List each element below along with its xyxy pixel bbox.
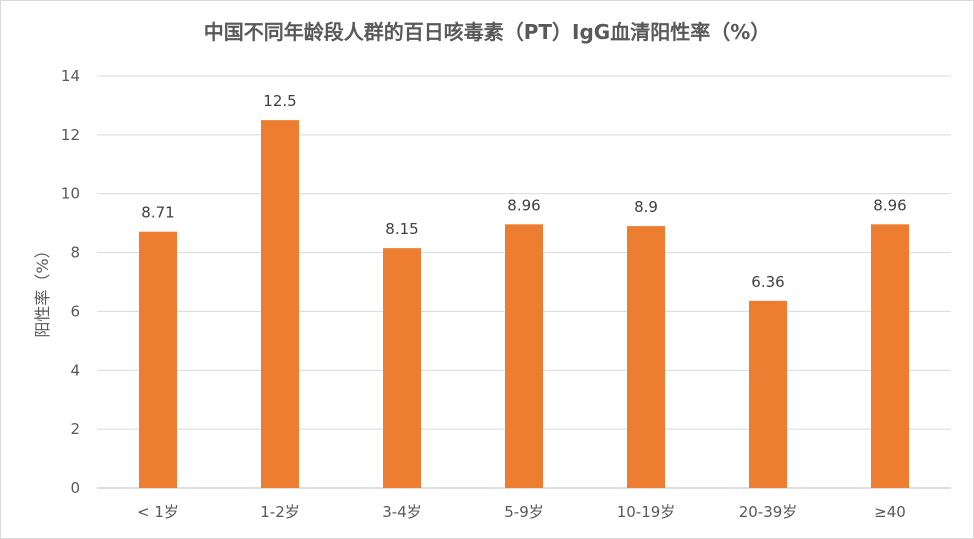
x-tick-label: 5-9岁 bbox=[504, 503, 544, 521]
bar bbox=[383, 248, 421, 488]
bar bbox=[261, 120, 299, 489]
data-label: 8.9 bbox=[634, 198, 658, 216]
chart-title: 中国不同年龄段人群的百日咳毒素（PT）IgG血清阳性率（%） bbox=[203, 20, 771, 44]
x-tick-label: 1-2岁 bbox=[260, 503, 300, 521]
bar bbox=[505, 224, 543, 488]
x-tick-labels: < 1岁 1-2岁 3-4岁 5-9岁 10-19岁 20-39岁 ≥40 bbox=[137, 503, 906, 521]
y-tick-label: 4 bbox=[70, 361, 80, 379]
y-tick-label: 0 bbox=[70, 479, 80, 497]
bar bbox=[627, 226, 665, 489]
bar bbox=[139, 231, 177, 489]
x-tick-label: ≥40 bbox=[874, 503, 906, 521]
y-tick-labels: 0 2 4 6 8 10 12 14 bbox=[61, 67, 80, 497]
x-tick-label: 3-4岁 bbox=[382, 503, 422, 521]
data-label: 8.96 bbox=[873, 196, 906, 214]
y-tick-label: 12 bbox=[61, 126, 80, 144]
bar bbox=[871, 224, 909, 488]
y-tick-label: 10 bbox=[61, 185, 80, 203]
data-label: 8.15 bbox=[385, 220, 418, 238]
x-tick-label: 20-39岁 bbox=[739, 503, 798, 521]
data-label: 12.5 bbox=[263, 92, 296, 110]
y-tick-label: 14 bbox=[61, 67, 80, 85]
bars bbox=[139, 120, 909, 489]
data-label: 8.71 bbox=[141, 204, 174, 222]
x-tick-label: 10-19岁 bbox=[617, 503, 676, 521]
y-tick-label: 6 bbox=[70, 302, 80, 320]
data-label: 8.96 bbox=[507, 196, 540, 214]
y-tick-label: 8 bbox=[70, 244, 80, 262]
data-labels: 8.71 12.5 8.15 8.96 8.9 6.36 8.96 bbox=[141, 92, 906, 291]
data-label: 6.36 bbox=[751, 273, 784, 291]
bar bbox=[749, 300, 787, 488]
y-tick-label: 2 bbox=[70, 420, 80, 438]
x-tick-label: < 1岁 bbox=[137, 503, 179, 521]
